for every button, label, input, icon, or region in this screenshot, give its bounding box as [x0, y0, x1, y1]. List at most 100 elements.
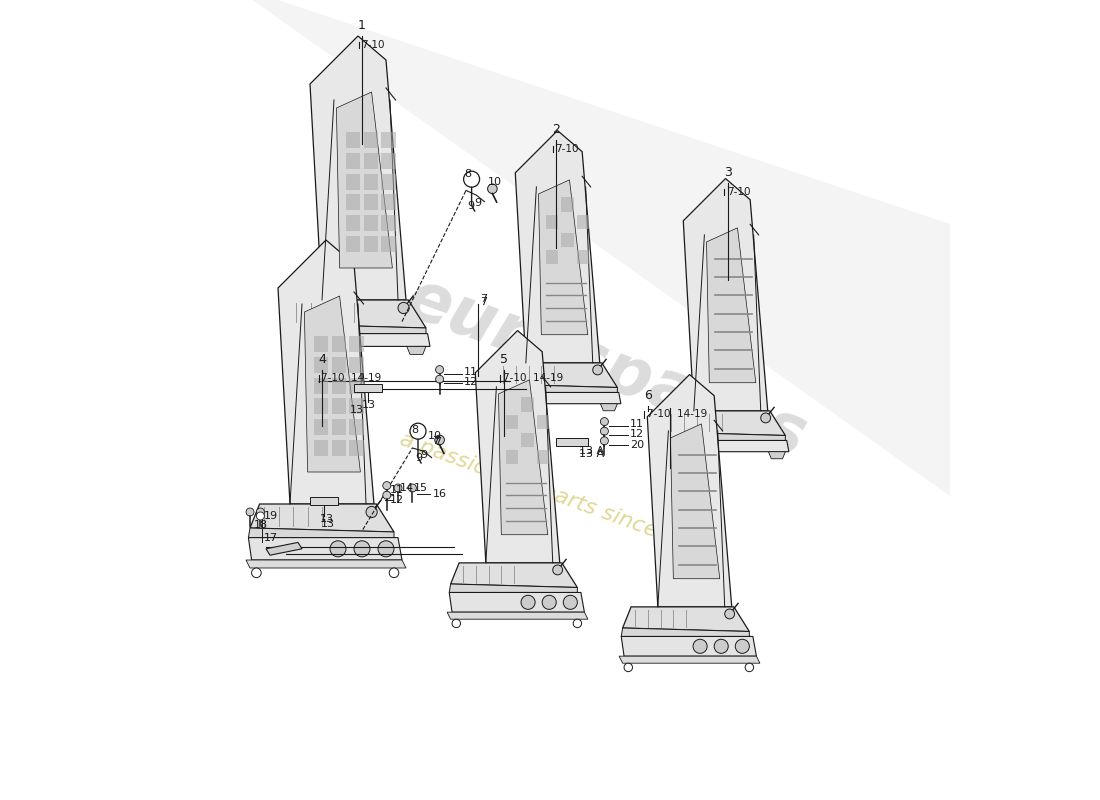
- Text: 7: 7: [432, 436, 440, 446]
- Bar: [382, 215, 396, 231]
- Circle shape: [394, 484, 402, 492]
- Circle shape: [410, 423, 426, 439]
- Bar: [382, 174, 396, 190]
- Bar: [349, 357, 364, 373]
- Text: 9: 9: [415, 454, 422, 463]
- Circle shape: [542, 595, 557, 610]
- Bar: [561, 198, 574, 211]
- Bar: [537, 415, 549, 429]
- Polygon shape: [266, 542, 302, 555]
- Polygon shape: [282, 346, 301, 354]
- Bar: [561, 233, 574, 246]
- Circle shape: [378, 541, 394, 557]
- Polygon shape: [449, 584, 578, 594]
- Bar: [349, 419, 364, 435]
- Bar: [521, 433, 534, 446]
- Polygon shape: [515, 130, 600, 363]
- Text: 7: 7: [481, 298, 487, 307]
- Circle shape: [601, 418, 608, 426]
- Polygon shape: [491, 363, 617, 387]
- Polygon shape: [337, 92, 393, 268]
- Polygon shape: [623, 607, 749, 631]
- Bar: [331, 419, 346, 435]
- Polygon shape: [280, 334, 430, 346]
- Circle shape: [714, 639, 728, 654]
- Text: 7-10  14-19: 7-10 14-19: [647, 410, 707, 419]
- Bar: [506, 415, 518, 429]
- Bar: [346, 194, 361, 210]
- Polygon shape: [475, 330, 560, 563]
- Circle shape: [246, 508, 254, 516]
- Text: 18: 18: [254, 520, 268, 530]
- Circle shape: [354, 541, 370, 557]
- Circle shape: [436, 375, 443, 383]
- Text: 9: 9: [420, 450, 428, 461]
- Polygon shape: [671, 424, 719, 578]
- Text: 9: 9: [474, 198, 481, 208]
- Text: a passion for parts since 1985: a passion for parts since 1985: [396, 429, 719, 563]
- Text: 7-10: 7-10: [361, 40, 385, 50]
- Polygon shape: [249, 538, 402, 560]
- Bar: [331, 440, 346, 456]
- Circle shape: [601, 437, 608, 445]
- Text: 13: 13: [362, 400, 376, 410]
- Polygon shape: [498, 380, 548, 534]
- Text: 16: 16: [432, 489, 447, 498]
- Circle shape: [735, 639, 749, 654]
- Bar: [364, 194, 378, 210]
- Text: 7-10: 7-10: [727, 187, 750, 197]
- Circle shape: [389, 568, 399, 578]
- Bar: [331, 336, 346, 352]
- Text: 14: 14: [399, 483, 414, 493]
- Text: 13: 13: [321, 519, 336, 529]
- Text: 12: 12: [630, 429, 645, 438]
- Polygon shape: [601, 404, 617, 410]
- Text: 12: 12: [463, 377, 477, 386]
- Text: 15: 15: [414, 483, 428, 493]
- Bar: [349, 336, 364, 352]
- Polygon shape: [250, 504, 394, 532]
- Polygon shape: [246, 560, 406, 568]
- Circle shape: [725, 609, 735, 619]
- Text: 8: 8: [464, 170, 472, 179]
- Bar: [314, 398, 329, 414]
- Polygon shape: [447, 612, 587, 619]
- Text: 7: 7: [481, 294, 487, 304]
- Text: 9: 9: [468, 202, 475, 211]
- Polygon shape: [449, 593, 584, 612]
- Text: 7-10: 7-10: [556, 144, 579, 154]
- Bar: [382, 132, 396, 148]
- Polygon shape: [657, 432, 785, 442]
- Polygon shape: [621, 637, 757, 656]
- Polygon shape: [278, 240, 374, 504]
- Polygon shape: [539, 180, 587, 334]
- Polygon shape: [490, 393, 620, 404]
- Bar: [546, 250, 558, 264]
- Circle shape: [383, 491, 390, 499]
- Text: 13: 13: [350, 405, 364, 414]
- Polygon shape: [657, 441, 789, 452]
- Text: 11: 11: [390, 486, 404, 495]
- Text: 3: 3: [724, 166, 732, 179]
- Text: 5: 5: [499, 353, 507, 366]
- Circle shape: [383, 482, 390, 490]
- Circle shape: [745, 663, 754, 672]
- Bar: [349, 440, 364, 456]
- Text: 2: 2: [552, 123, 560, 136]
- Text: 10: 10: [428, 431, 442, 441]
- Bar: [314, 440, 329, 456]
- Polygon shape: [407, 346, 426, 354]
- Text: 11: 11: [630, 419, 644, 429]
- Polygon shape: [659, 411, 785, 435]
- Bar: [537, 450, 549, 464]
- Bar: [364, 153, 378, 169]
- Bar: [506, 450, 518, 464]
- Text: 7-10  14-19: 7-10 14-19: [503, 374, 563, 383]
- Circle shape: [563, 595, 578, 610]
- Text: 11: 11: [463, 367, 477, 377]
- Bar: [521, 398, 534, 411]
- Polygon shape: [451, 563, 578, 587]
- Circle shape: [256, 512, 264, 520]
- Circle shape: [601, 427, 608, 435]
- Text: 1: 1: [359, 19, 366, 32]
